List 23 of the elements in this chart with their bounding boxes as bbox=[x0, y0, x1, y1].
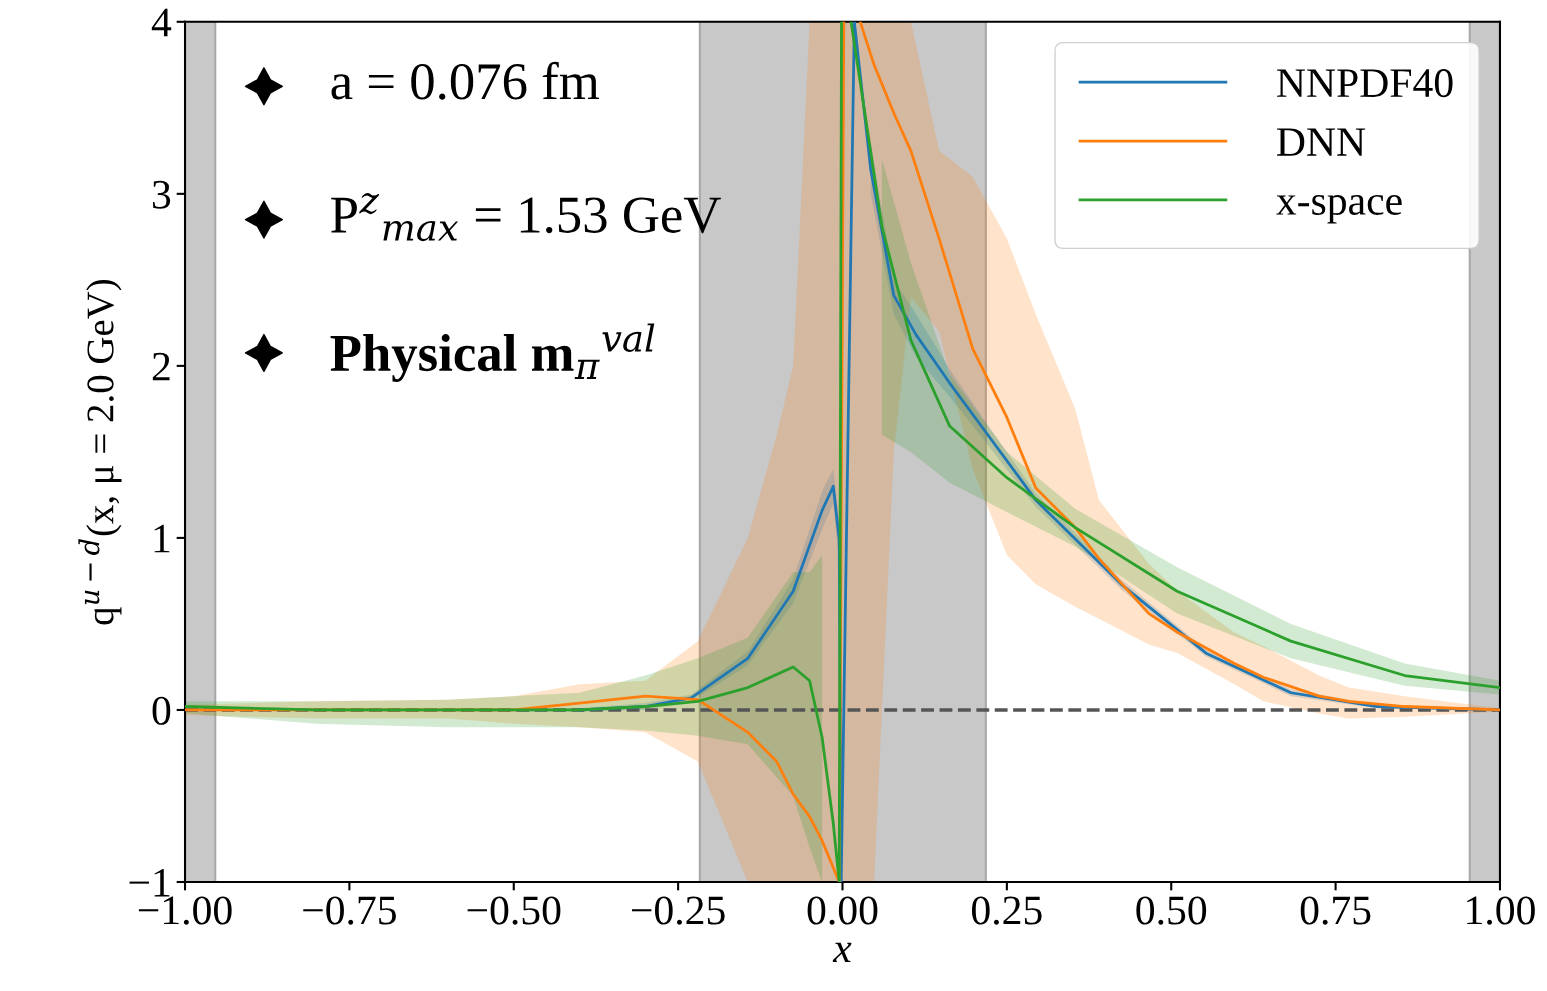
y-tick-label: 3 bbox=[152, 180, 171, 209]
x-tick-label: −0.25 bbox=[632, 896, 725, 925]
annotation: a = 0.076 fm bbox=[331, 61, 599, 100]
legend-label: DNN bbox=[1277, 128, 1366, 156]
x-tick-label: 0.25 bbox=[972, 896, 1042, 925]
x-tick-label: −1.00 bbox=[138, 896, 232, 925]
y-tick-label: 4 bbox=[151, 8, 172, 37]
x-tick-label: 0.75 bbox=[1300, 896, 1371, 925]
x-tick-label: −0.75 bbox=[303, 896, 396, 925]
y-tick-label: 0 bbox=[152, 696, 171, 725]
y-tick-label: 1 bbox=[154, 524, 170, 553]
legend-label: x-space bbox=[1276, 194, 1402, 224]
y-tick-label: 2 bbox=[152, 352, 170, 381]
annotation: P$^{z}$$_{max}$ = 1.53 GeV bbox=[331, 193, 721, 242]
y-axis-title: q$^{u−d}$(x, μ = 2.0 GeV) bbox=[78, 279, 122, 625]
y-tick-label: −1 bbox=[129, 868, 170, 897]
x-tick-label: 1.00 bbox=[1467, 896, 1535, 925]
x-tick-label: 0.50 bbox=[1136, 896, 1207, 925]
x-axis-title: x bbox=[832, 942, 852, 962]
annotation: Physical m$_{π}$$^{val}$ bbox=[330, 323, 655, 383]
legend-label: NNPDF40 bbox=[1277, 69, 1453, 98]
x-tick-label: 0.00 bbox=[807, 896, 878, 925]
x-tick-label: −0.50 bbox=[467, 896, 561, 925]
